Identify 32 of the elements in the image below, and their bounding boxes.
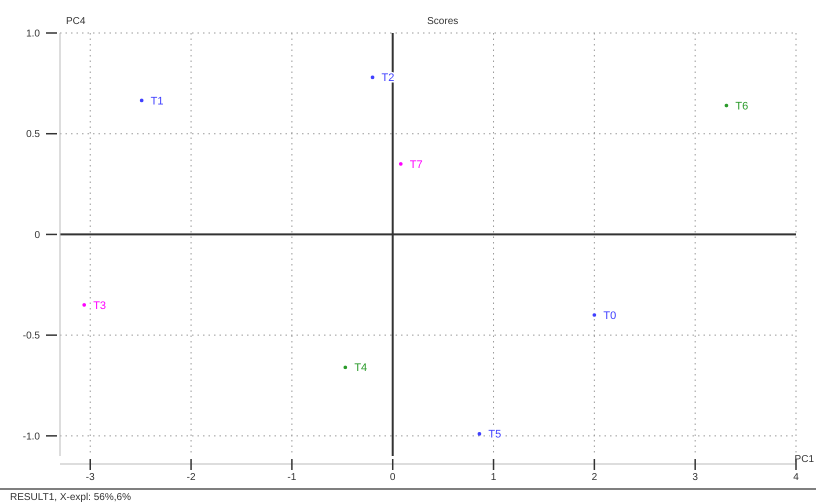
- x-tick-label: 4: [793, 472, 800, 483]
- x-tick-label: 1: [490, 472, 497, 483]
- text: RESULT1, X-expl: 56%,6%: [10, 492, 132, 502]
- annotation: T3: [93, 300, 106, 312]
- point: [370, 76, 374, 80]
- y-tick-label: 0: [34, 230, 40, 241]
- annotation: T4: [354, 362, 368, 374]
- x-tick-label: -2: [186, 472, 196, 483]
- point: [592, 313, 596, 317]
- annotation: T1: [150, 95, 164, 108]
- annotation: T6: [735, 100, 748, 112]
- annotation: T7: [410, 158, 423, 171]
- point: [724, 104, 728, 108]
- x-tick-label: 2: [592, 472, 598, 483]
- x-tick-label: 0: [390, 472, 396, 483]
- annotation: T5: [488, 428, 502, 441]
- y-tick-label: -1.0: [22, 431, 40, 442]
- point: [344, 366, 348, 370]
- x-axis-title: PC1: [794, 454, 814, 465]
- y-tick-label: -0.5: [22, 330, 40, 342]
- point: [478, 432, 482, 436]
- annotation: T0: [603, 310, 616, 322]
- y-tick-label: 0.5: [26, 129, 40, 140]
- x-tick-label: 3: [692, 472, 698, 483]
- point: [140, 98, 144, 102]
- y-tick-label: 1.0: [26, 28, 40, 40]
- y-axis-title: PC4: [66, 16, 86, 27]
- point: [82, 303, 86, 307]
- chart-title: Scores: [427, 16, 458, 27]
- x-tick-label: -3: [86, 472, 96, 483]
- point: [398, 162, 403, 166]
- x-tick-label: -1: [287, 472, 297, 483]
